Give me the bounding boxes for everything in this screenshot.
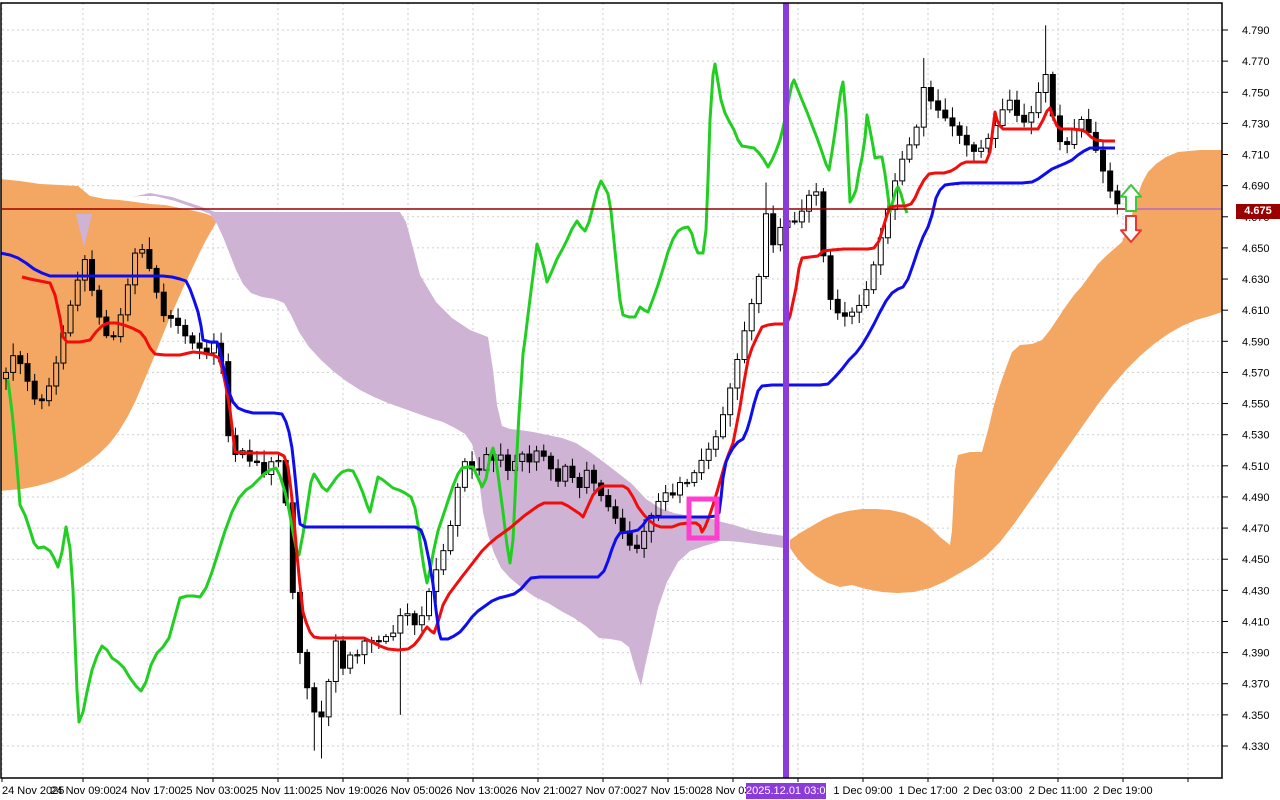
svg-text:4.330: 4.330 [1242, 741, 1270, 753]
ichimoku-lines [1, 62, 1115, 724]
svg-text:24 Nov 17:00: 24 Nov 17:00 [115, 785, 180, 797]
arrow-down-icon[interactable] [1120, 215, 1142, 243]
svg-text:27 Nov 07:00: 27 Nov 07:00 [570, 785, 635, 797]
svg-text:1 Dec 09:00: 1 Dec 09:00 [833, 785, 892, 797]
svg-text:4.410: 4.410 [1242, 616, 1270, 628]
svg-text:4.730: 4.730 [1242, 118, 1270, 130]
svg-text:25 Nov 03:00: 25 Nov 03:00 [180, 785, 245, 797]
svg-text:4.750: 4.750 [1242, 87, 1270, 99]
svg-text:4.790: 4.790 [1242, 25, 1270, 37]
svg-text:26 Nov 13:00: 26 Nov 13:00 [440, 785, 505, 797]
svg-text:26 Nov 21:00: 26 Nov 21:00 [505, 785, 570, 797]
vertical-time-line[interactable] [783, 3, 789, 778]
svg-text:4.690: 4.690 [1242, 181, 1270, 193]
svg-text:4.570: 4.570 [1242, 367, 1270, 379]
vline-time-badge: 2025.12.01 03:00 [746, 783, 832, 799]
ichimoku-cloud [1, 150, 1222, 686]
svg-text:27 Nov 15:00: 27 Nov 15:00 [635, 785, 700, 797]
svg-text:2 Dec 03:00: 2 Dec 03:00 [963, 785, 1022, 797]
svg-text:26 Nov 05:00: 26 Nov 05:00 [375, 785, 440, 797]
svg-text:4.490: 4.490 [1242, 492, 1270, 504]
svg-text:4.470: 4.470 [1242, 523, 1270, 535]
current-price-badge: 4.675 [1236, 204, 1280, 219]
svg-text:25 Nov 11:00: 25 Nov 11:00 [246, 785, 311, 797]
svg-text:4.630: 4.630 [1242, 274, 1270, 286]
arrow-up-icon[interactable] [1120, 184, 1142, 212]
svg-text:4.550: 4.550 [1242, 399, 1270, 411]
svg-text:4.530: 4.530 [1242, 430, 1270, 442]
svg-text:4.350: 4.350 [1242, 710, 1270, 722]
svg-text:2 Dec 19:00: 2 Dec 19:00 [1093, 785, 1152, 797]
svg-text:25 Nov 19:00: 25 Nov 19:00 [310, 785, 375, 797]
svg-text:4.450: 4.450 [1242, 554, 1270, 566]
svg-text:4.390: 4.390 [1242, 648, 1270, 660]
svg-text:4.370: 4.370 [1242, 679, 1270, 691]
svg-text:1 Dec 17:00: 1 Dec 17:00 [898, 785, 957, 797]
svg-text:24 Nov 2025: 24 Nov 2025 [2, 785, 64, 797]
svg-text:4.510: 4.510 [1242, 461, 1270, 473]
svg-text:24 Nov 09:00: 24 Nov 09:00 [50, 785, 115, 797]
candles-layer [3, 25, 1121, 759]
svg-text:4.430: 4.430 [1242, 585, 1270, 597]
svg-text:4.590: 4.590 [1242, 336, 1270, 348]
svg-text:4.610: 4.610 [1242, 305, 1270, 317]
price-axis[interactable]: 4.7904.7704.7504.7304.7104.6904.6704.650… [0, 2, 1270, 779]
svg-text:4.710: 4.710 [1242, 150, 1270, 162]
svg-text:2 Dec 11:00: 2 Dec 11:00 [1029, 785, 1088, 797]
highlight-rectangle[interactable] [686, 496, 720, 541]
svg-text:4.650: 4.650 [1242, 243, 1270, 255]
svg-text:4.770: 4.770 [1242, 56, 1270, 68]
